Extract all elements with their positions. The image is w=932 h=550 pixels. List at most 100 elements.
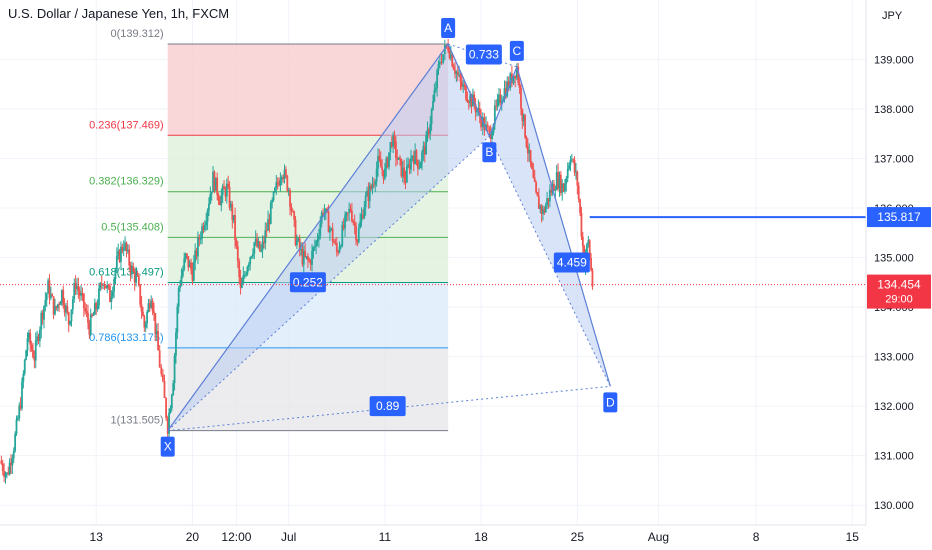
pattern-ratio-line-BD <box>488 135 611 387</box>
candle-body-0 <box>0 460 3 464</box>
candle-body-294 <box>405 166 408 183</box>
pattern-point-marker-x[interactable] <box>160 436 175 457</box>
candle-body-102 <box>140 304 143 312</box>
candle-body-51 <box>70 309 73 322</box>
candle-body-87 <box>120 246 122 262</box>
candle-body-97 <box>133 271 136 283</box>
candle-body-153 <box>212 171 214 192</box>
price-series <box>0 38 594 484</box>
candle-body-277 <box>382 170 385 179</box>
candle-body-202 <box>279 179 282 186</box>
candle-body-86 <box>118 250 121 262</box>
price-axis-tick-0: 130.000 <box>874 500 914 512</box>
candle-body-46 <box>63 304 66 313</box>
pattern-ratio-box-0[interactable] <box>465 44 502 65</box>
candle-body-95 <box>131 266 133 274</box>
candle-body-74 <box>102 284 104 286</box>
candle-body-424 <box>588 240 591 259</box>
candle-body-37 <box>51 294 54 297</box>
candle-body-138 <box>191 269 194 281</box>
candle-body-353 <box>489 131 492 140</box>
time-axis-tick-5: 18 <box>474 530 488 544</box>
candle-body-50 <box>69 321 72 325</box>
time-axis-tick-9: 15 <box>846 530 860 544</box>
candle-body-315 <box>434 88 437 91</box>
price-axis[interactable]: JPY130.000131.000132.000133.000134.00013… <box>865 0 932 550</box>
pattern-bcd-fill <box>489 66 611 387</box>
candle-body-404 <box>561 183 564 193</box>
candle-body-151 <box>209 193 212 204</box>
pattern-ratio-box-3[interactable] <box>369 396 406 417</box>
candle-body-34 <box>47 280 50 294</box>
candle-body-8 <box>11 458 14 466</box>
harmonic-pattern-lines[interactable]: X A B C D 0.733 0.252 4.459 0.89 <box>160 17 618 457</box>
pattern-point-marker-c[interactable] <box>509 40 524 61</box>
pattern-leg-CD <box>516 66 611 387</box>
candle-body-346 <box>478 108 481 117</box>
pattern-ratio-box-1[interactable] <box>289 272 326 293</box>
candle-body-244 <box>337 251 340 253</box>
candle-body-367 <box>509 73 512 89</box>
fib-level-label-4: 0.618(134.497) <box>89 266 164 278</box>
candle-body-45 <box>62 290 65 305</box>
candle-body-180 <box>249 257 252 265</box>
candle-body-343 <box>474 104 477 113</box>
candle-body-91 <box>125 242 128 252</box>
candle-body-355 <box>492 124 495 134</box>
candle-body-205 <box>283 169 286 179</box>
pattern-point-label-d: D <box>606 395 615 409</box>
time-axis[interactable]: 13 20 12:00 Jul 11 18 25 Aug 8 15 <box>0 524 866 550</box>
candle-body-304 <box>419 163 422 168</box>
candle-body-235 <box>324 208 327 213</box>
candle-body-75 <box>103 284 106 286</box>
candle-body-360 <box>499 94 502 104</box>
candle-body-302 <box>416 160 419 169</box>
candle-body-207 <box>286 175 289 191</box>
candle-body-377 <box>524 114 526 138</box>
candle-body-247 <box>341 224 344 246</box>
candle-body-331 <box>458 74 461 76</box>
candle-body-99 <box>136 274 139 277</box>
candle-body-351 <box>486 124 489 128</box>
candle-body-333 <box>460 81 463 87</box>
candle-body-231 <box>319 223 322 236</box>
candle-body-230 <box>318 235 320 240</box>
candle-body-190 <box>263 241 265 244</box>
candle-body-288 <box>397 157 400 160</box>
pattern-point-marker-b[interactable] <box>482 142 497 163</box>
candle-body-210 <box>290 206 293 211</box>
candle-body-338 <box>467 101 470 103</box>
pattern-point-marker-a[interactable] <box>441 17 456 38</box>
candle-body-80 <box>110 296 113 302</box>
candle-body-48 <box>66 305 69 313</box>
candle-body-282 <box>389 142 392 153</box>
candle-body-372 <box>517 66 520 84</box>
candle-body-385 <box>535 182 537 193</box>
candle-body-185 <box>256 238 258 247</box>
candle-body-41 <box>56 304 59 309</box>
candle-body-313 <box>432 101 434 110</box>
candle-body-347 <box>480 116 483 128</box>
candle-body-409 <box>568 165 570 169</box>
candle-body-410 <box>569 160 572 166</box>
ray-price-badge[interactable] <box>867 207 931 228</box>
candle-body-166 <box>230 203 232 208</box>
candle-body-76 <box>104 285 107 289</box>
pattern-ratio-box-2[interactable] <box>553 252 590 273</box>
pattern-point-marker-d[interactable] <box>603 392 618 413</box>
candle-body-406 <box>564 183 566 192</box>
candle-body-47 <box>65 305 67 313</box>
candle-body-183 <box>253 242 256 254</box>
last-price-badge[interactable] <box>867 274 931 309</box>
candle-body-256 <box>353 222 356 226</box>
candle-body-396 <box>550 189 553 193</box>
time-axis-tick-6: 25 <box>571 530 585 544</box>
candle-body-196 <box>271 200 274 203</box>
fib-level-label-3: 0.5(135.408) <box>101 221 163 233</box>
candle-body-134 <box>186 253 188 257</box>
candle-body-289 <box>399 157 401 159</box>
candle-body-197 <box>272 191 275 201</box>
candle-body-402 <box>558 174 561 189</box>
candle-body-216 <box>298 238 301 250</box>
